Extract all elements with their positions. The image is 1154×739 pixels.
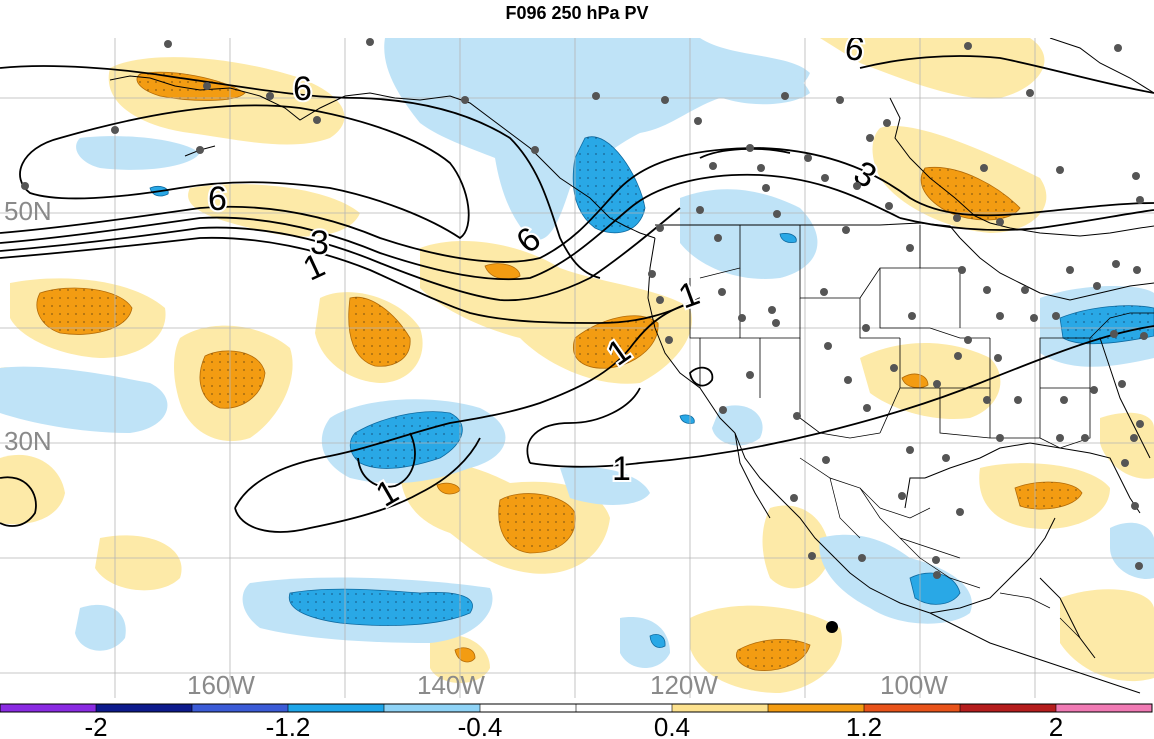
colorbar: -2 -1.2 -0.4 0.4 1.2 2 (0, 703, 1153, 739)
contour-label-6-alaska: 6 (293, 70, 312, 108)
colorbar-cell (192, 704, 288, 712)
lat-label-50n: 50N (4, 196, 52, 226)
mexico-borders (799, 457, 1081, 639)
lon-label-140w: 140W (417, 670, 485, 698)
colorbar-tick-neg-2: -2 (84, 712, 107, 739)
lon-label-100w: 100W (880, 670, 948, 698)
colorbar-cell (768, 704, 864, 712)
colorbar-cell (1056, 704, 1152, 712)
station-dots (21, 38, 1148, 579)
colorbar-tick-neg-1-2: -1.2 (266, 712, 311, 739)
contour-label-1-mexico: 1 (612, 450, 631, 488)
colorbar-cell (480, 704, 576, 712)
lat-label-30n: 30N (4, 426, 52, 456)
colorbar-cell (288, 704, 384, 712)
contour-label-3-pacific: 3 (310, 224, 329, 262)
blue-stipple (289, 136, 1154, 626)
lon-label-120w: 120W (650, 670, 718, 698)
state-boundaries (689, 225, 1154, 449)
colorbar-tick-0-4: 0.4 (654, 712, 690, 739)
orange-stipple (36, 72, 1082, 671)
pv-contours (0, 55, 1154, 533)
colorbar-cells (0, 704, 1152, 712)
colorbar-cell (576, 704, 672, 712)
colorbar-tick-neg-0-4: -0.4 (458, 712, 503, 739)
graticule (0, 38, 1154, 698)
pv-map: 6 6 3 6 1 1 1 1 1 3 6 (0, 38, 1154, 698)
colorbar-cell (960, 704, 1056, 712)
lon-label-160w: 160W (187, 670, 255, 698)
map-title: F096 250 hPa PV (505, 3, 649, 23)
highlighted-station-dot (826, 621, 838, 633)
contour-label-6-pacific: 6 (208, 180, 227, 218)
colorbar-cell (864, 704, 960, 712)
colorbar-tick-1-2: 1.2 (846, 712, 882, 739)
colorbar-tick-2: 2 (1049, 712, 1063, 739)
colorbar-cell (384, 704, 480, 712)
colorbar-cell (0, 704, 96, 712)
colorbar-cell (96, 704, 192, 712)
colorbar-cell (672, 704, 768, 712)
